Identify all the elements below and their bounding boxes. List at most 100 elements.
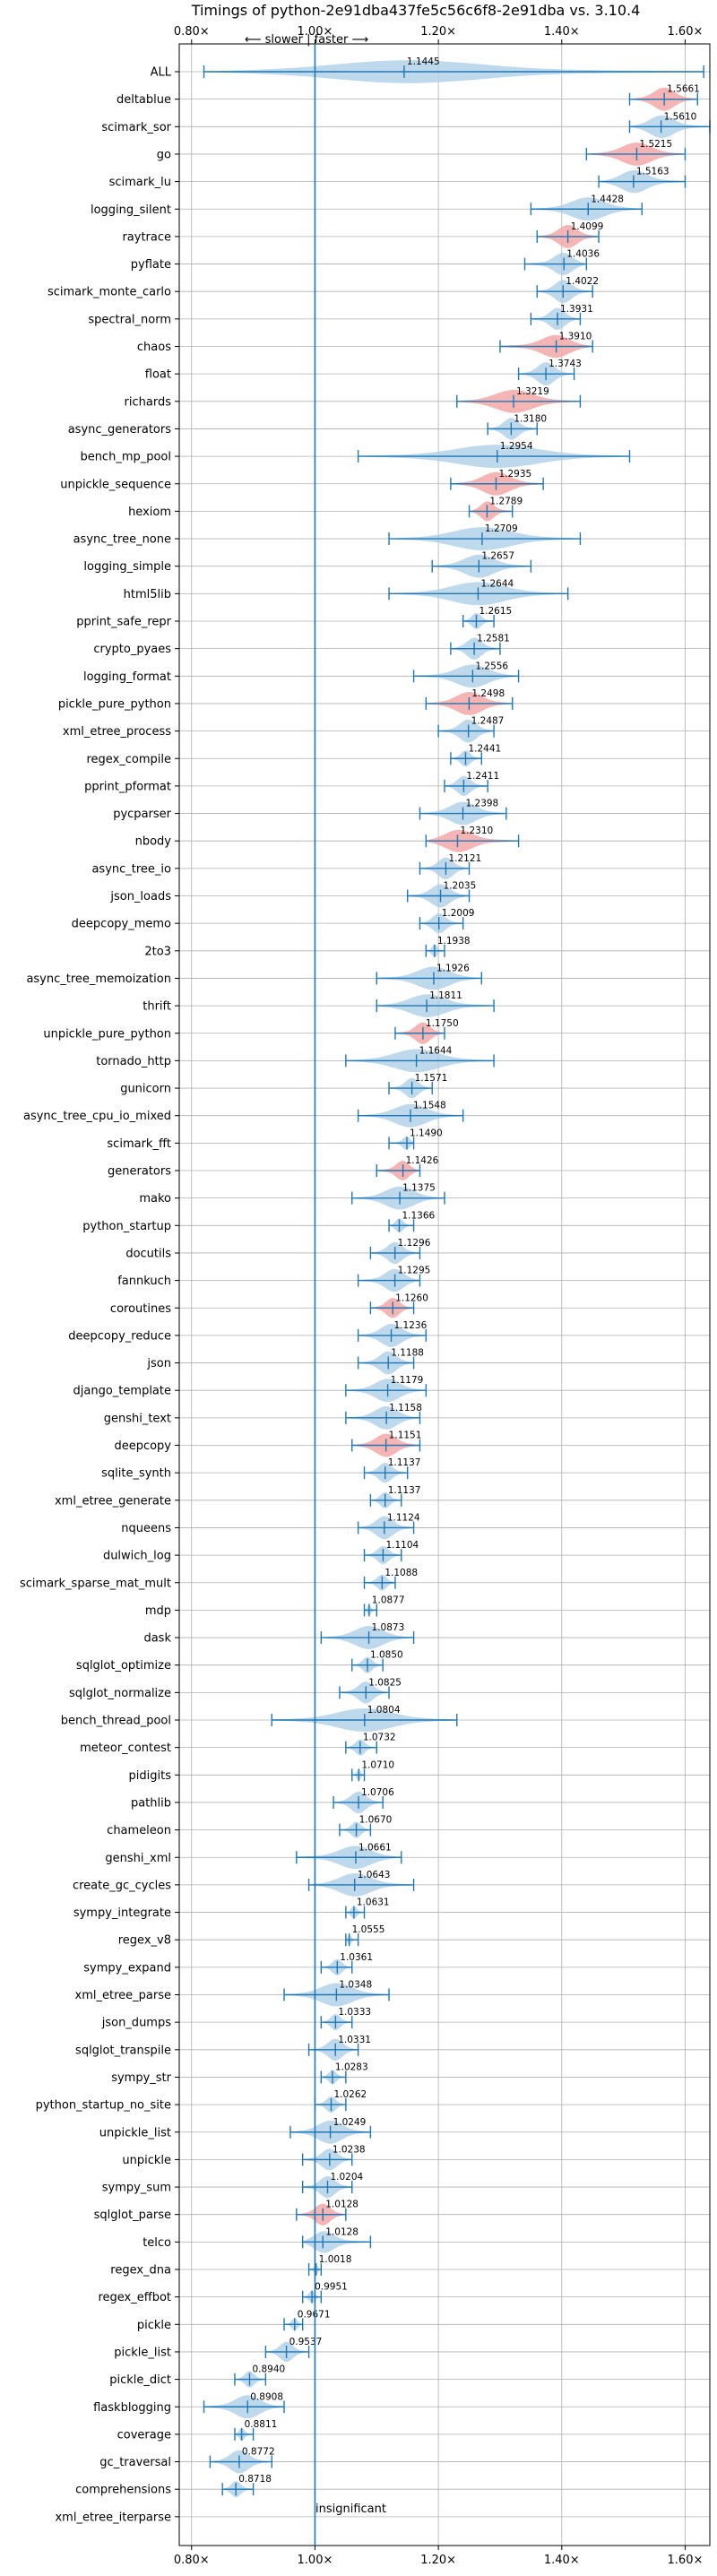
mean-value-label: 1.1571	[415, 1073, 448, 1084]
benchmark-label: async_tree_memoization	[26, 972, 171, 986]
mean-value-label: 1.4099	[571, 221, 604, 232]
mean-value-label: 1.0333	[338, 2007, 371, 2018]
mean-value-label: 1.1151	[389, 1431, 422, 1441]
mean-value-label: 1.1260	[395, 1292, 428, 1303]
mean-value-label: 1.0249	[333, 2117, 367, 2128]
benchmark-label: nqueens	[121, 1522, 171, 1535]
benchmark-label: sqlglot_transpile	[75, 2044, 171, 2057]
benchmark-label: crypto_pyaes	[93, 643, 171, 656]
mean-value-label: 1.0873	[372, 1622, 405, 1633]
benchmark-label: logging_simple	[83, 560, 171, 574]
benchmark-label: async_generators	[68, 423, 172, 437]
x-tick-label-bottom: 1.40×	[544, 2554, 580, 2567]
mean-value-label: 1.2398	[466, 799, 499, 809]
benchmark-label: html5lib	[124, 588, 171, 601]
benchmark-label: flaskblogging	[93, 2401, 171, 2415]
mean-value-label: 1.0283	[335, 2062, 368, 2072]
benchmark-label: xml_etree_parse	[75, 1989, 171, 2002]
benchmark-label: pprint_safe_repr	[76, 616, 171, 629]
mean-value-label: 1.5661	[667, 84, 700, 95]
benchmark-label: bench_mp_pool	[80, 451, 171, 464]
benchmark-label: richards	[125, 395, 172, 409]
mean-value-label: 1.0804	[367, 1705, 401, 1716]
mean-value-label: 1.1236	[394, 1320, 428, 1331]
mean-value-label: 1.0877	[372, 1595, 405, 1605]
benchmark-label: gunicorn	[120, 1083, 171, 1096]
benchmark-label: tornado_http	[96, 1055, 171, 1068]
benchmark-label: dask	[143, 1632, 171, 1646]
mean-value-label: 1.1137	[388, 1485, 421, 1496]
benchmark-label: json_dumps	[101, 2017, 171, 2030]
mean-value-label: 1.2556	[475, 661, 508, 671]
benchmark-label: genshi_text	[104, 1412, 171, 1425]
benchmark-label: regex_dna	[110, 2264, 171, 2278]
benchmark-label: comprehensions	[75, 2484, 171, 2497]
mean-value-label: 0.8908	[250, 2391, 283, 2402]
mean-value-label: 1.3180	[514, 413, 547, 424]
benchmark-label: scimark_monte_carlo	[48, 286, 171, 299]
mean-value-label: 1.1938	[437, 936, 471, 947]
mean-value-label: 0.8811	[245, 2419, 278, 2430]
mean-value-label: 0.9537	[289, 2337, 323, 2347]
mean-value-label: 1.1926	[436, 963, 470, 973]
x-tick-label-top: 1.60×	[668, 25, 704, 39]
benchmark-label: scimark_lu	[109, 176, 171, 189]
mean-value-label: 1.1295	[398, 1266, 431, 1276]
mean-value-label: 1.0631	[357, 1897, 390, 1908]
benchmark-label: thrift	[143, 1000, 171, 1014]
mean-value-label: 0.8772	[242, 2447, 275, 2458]
mean-value-label: 1.2035	[444, 881, 477, 892]
benchmark-label: scimark_fft	[107, 1137, 171, 1151]
benchmark-label: xml_etree_generate	[55, 1494, 171, 1508]
mean-value-label: 1.2644	[480, 578, 514, 589]
mean-value-label: 1.1548	[413, 1101, 446, 1111]
mean-value-label: 1.0262	[333, 2089, 367, 2100]
benchmark-label: unpickle	[122, 2154, 171, 2167]
mean-value-label: 0.8940	[252, 2364, 285, 2375]
x-tick-label-bottom: 1.20×	[420, 2554, 456, 2567]
x-tick-label-bottom: 0.80×	[174, 2554, 210, 2567]
benchmark-label: regex_compile	[86, 753, 171, 766]
benchmark-label: go	[157, 148, 171, 161]
benchmark-label: logging_silent	[91, 203, 171, 217]
benchmark-label: xml_etree_process	[63, 725, 171, 739]
mean-value-label: 1.0825	[368, 1677, 402, 1688]
mean-value-label: 1.0204	[330, 2172, 363, 2183]
mean-value-label: 1.0555	[352, 1924, 385, 1935]
benchmark-label: logging_format	[83, 670, 171, 684]
x-tick-label-top: 1.00×	[298, 25, 333, 39]
benchmark-label: pickle	[137, 2319, 171, 2332]
mean-value-label: 1.1644	[419, 1045, 453, 1056]
benchmark-label: scimark_sor	[101, 121, 171, 134]
mean-value-label: 1.0850	[370, 1650, 403, 1661]
benchmark-label: async_tree_io	[91, 862, 171, 876]
plot-frame	[178, 43, 711, 2546]
benchmark-label: xml_etree_iterparse	[55, 2511, 171, 2524]
x-tick-label-top: 1.40×	[544, 25, 580, 39]
mean-value-label: 1.2789	[489, 496, 523, 506]
benchmark-label: dulwich_log	[103, 1550, 171, 1563]
mean-value-label: 1.2935	[498, 469, 531, 480]
benchmark-label: 2to3	[144, 945, 171, 958]
benchmark-label: chameleon	[107, 1824, 171, 1837]
grid-layer	[179, 44, 710, 2546]
mean-value-label: 1.1158	[389, 1403, 422, 1413]
benchmark-label: pickle_dict	[109, 2373, 171, 2387]
mean-value-label: 1.3910	[559, 332, 592, 342]
x-tick-label-bottom: 1.60×	[668, 2554, 704, 2567]
mean-value-label: 1.2709	[485, 523, 518, 534]
benchmark-label: sympy_sum	[102, 2182, 171, 2195]
mean-value-label: 1.3931	[560, 304, 593, 315]
chart-title: Timings of python-2e91dba437fe5c56c6f8-2…	[191, 2, 641, 19]
mean-value-label: 1.2441	[468, 743, 501, 754]
mean-value-label: 1.2954	[500, 441, 533, 452]
mean-value-label: 0.9951	[315, 2282, 348, 2293]
benchmark-label: mako	[139, 1192, 171, 1206]
mean-value-label: 1.3743	[549, 359, 582, 369]
benchmark-label: chaos	[137, 341, 171, 354]
benchmark-label: python_startup_no_site	[36, 2099, 171, 2113]
benchmark-label: create_gc_cycles	[73, 1879, 171, 1892]
mean-value-label: 1.0661	[358, 1842, 392, 1853]
benchmark-label: scimark_sparse_mat_mult	[20, 1577, 171, 1590]
mean-value-label: 1.5215	[639, 139, 672, 150]
